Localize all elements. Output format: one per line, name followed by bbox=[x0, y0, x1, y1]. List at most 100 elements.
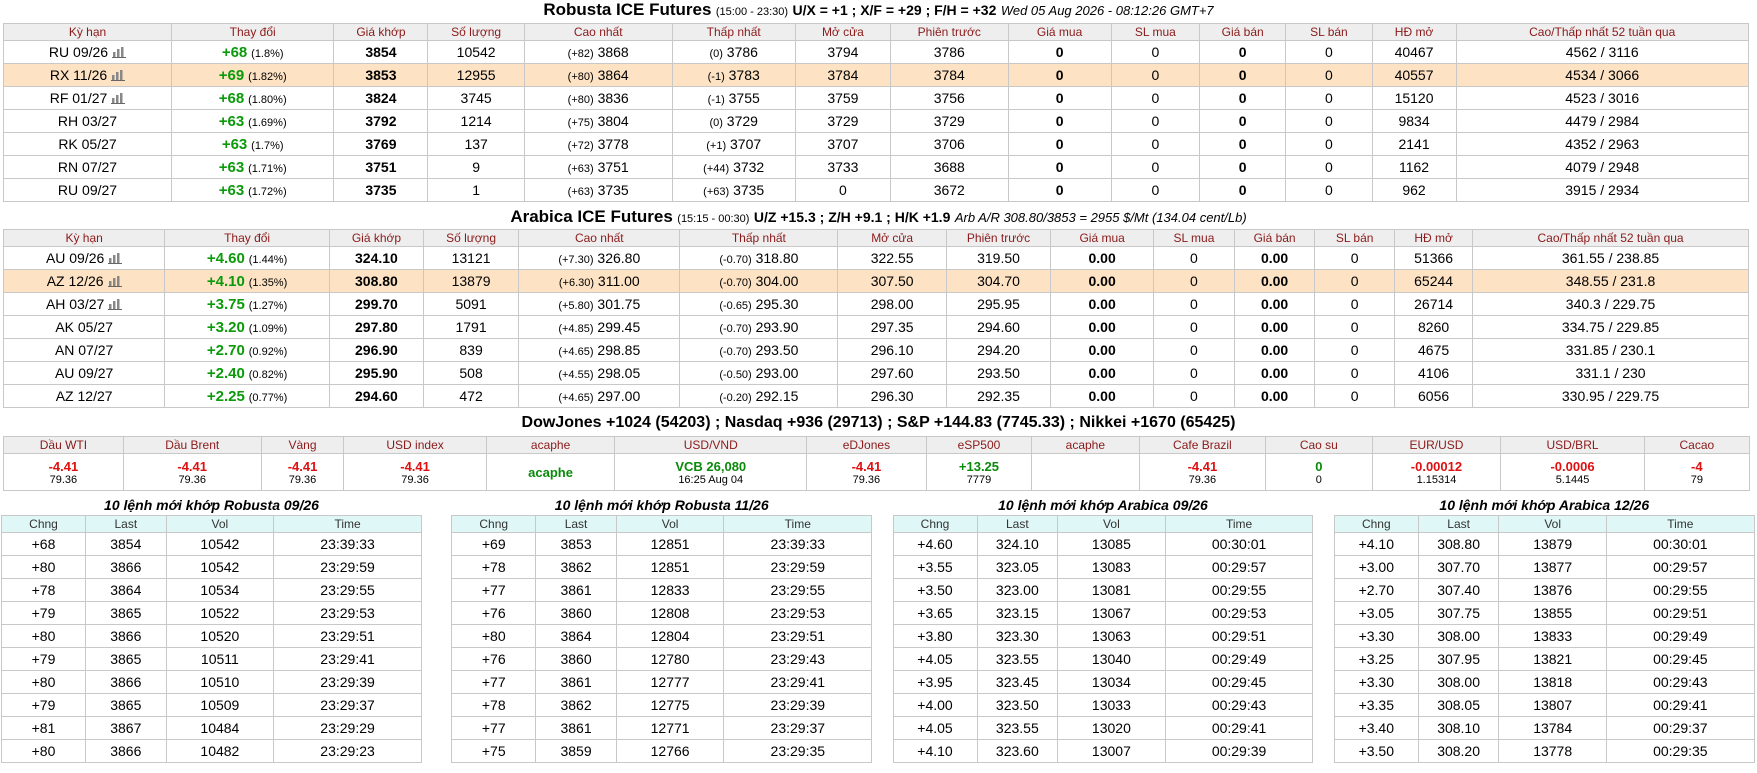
cell: 4479 / 2984 bbox=[1455, 109, 1749, 133]
chart-icon[interactable] bbox=[108, 298, 123, 310]
cell: +80 bbox=[1, 624, 86, 648]
cell: 0.00 bbox=[1233, 361, 1316, 385]
cell: 23:29:41 bbox=[273, 647, 422, 671]
column-header: Last bbox=[85, 515, 167, 533]
cell: +79 bbox=[1, 693, 86, 717]
header-row: Chng Last Vol Time bbox=[892, 515, 1314, 533]
cell-part: (+63) bbox=[567, 186, 594, 198]
trades-table: 10 lệnh mới khớp Robusta 09/26 Chng Last Vo… bbox=[1, 494, 422, 763]
cell: +69 bbox=[451, 532, 537, 556]
cell: 323.45 bbox=[976, 670, 1059, 694]
cell-part: (1.8%) bbox=[251, 47, 284, 60]
title-session: (15:00 - 23:30) bbox=[715, 6, 789, 18]
cell-part: 293.00 bbox=[755, 365, 799, 381]
robusta-title: Robusta ICE Futures (15:00 - 23:30) U/X … bbox=[0, 0, 1757, 20]
cell: 0 bbox=[1285, 109, 1373, 133]
arabica-title: Arabica ICE Futures (15:15 - 00:30) U/Z … bbox=[0, 207, 1757, 227]
cell: 13855 bbox=[1498, 601, 1607, 625]
cell: (+4.65) 298.85 bbox=[518, 338, 681, 362]
cell: 0 bbox=[1314, 292, 1395, 316]
cell-part: +63 bbox=[218, 112, 245, 130]
market-price: 79.36 bbox=[1188, 473, 1217, 486]
column-header: Thay đổi bbox=[170, 23, 335, 41]
cell: 4534 / 3066 bbox=[1455, 63, 1749, 87]
cell: 00:30:01 bbox=[1164, 532, 1314, 556]
cell-part: (1.44%) bbox=[248, 253, 288, 266]
column-header: Số lượng bbox=[427, 23, 525, 41]
cell: 340.3 / 229.75 bbox=[1472, 292, 1749, 316]
header-row: Chng Last Vol Time bbox=[451, 515, 873, 533]
cell: +3.50 bbox=[1333, 739, 1419, 763]
cell: 00:29:57 bbox=[1605, 555, 1755, 579]
column-header: SL mua bbox=[1153, 229, 1235, 247]
contract-row: RF 01/27 +68 (1.80%) 3824 3745 (+80) 3836 (-1… bbox=[3, 86, 1749, 110]
column-header: Thấp nhất bbox=[671, 23, 796, 41]
cell: 3866 bbox=[85, 739, 167, 763]
cell: 296.30 bbox=[837, 384, 947, 408]
cell: 13877 bbox=[1498, 555, 1607, 579]
cell: 3865 bbox=[85, 693, 167, 717]
trade-row: +78 3862 12775 23:29:39 bbox=[451, 693, 873, 717]
chart-icon[interactable] bbox=[107, 275, 122, 287]
cell-part: 318.80 bbox=[755, 250, 799, 266]
market-change: +13.25 bbox=[958, 458, 1000, 474]
trade-row: +2.70 307.40 13876 00:29:55 bbox=[1333, 578, 1755, 602]
cell: 00:29:51 bbox=[1164, 624, 1314, 648]
cell: 00:29:45 bbox=[1605, 647, 1755, 671]
trade-row: +3.40 308.10 13784 00:29:37 bbox=[1333, 716, 1755, 740]
cell: 12780 bbox=[615, 647, 725, 671]
cell: 0 bbox=[1285, 178, 1373, 202]
chart-icon[interactable] bbox=[111, 69, 126, 81]
contract: AN 07/27 bbox=[2, 338, 166, 362]
cell: +63 (1.72%) bbox=[170, 178, 335, 202]
cell: 3866 bbox=[85, 555, 167, 579]
indices: DowJones +1024 (54203) ; Nasdaq +936 (29… bbox=[521, 414, 1236, 431]
cell: 2141 bbox=[1371, 132, 1457, 156]
contract-row: AN 07/27 +2.70 (0.92%) 296.90 839 (+4.65) 29… bbox=[2, 338, 1749, 362]
cell: 294.60 bbox=[945, 315, 1052, 339]
cell: 0 bbox=[1007, 40, 1112, 64]
cell: 3861 bbox=[535, 578, 617, 602]
chart-icon[interactable] bbox=[108, 252, 123, 264]
column-header: Last bbox=[1417, 515, 1500, 533]
cell-part: (+4.65) bbox=[558, 346, 594, 358]
cell: +78 bbox=[451, 693, 537, 717]
trade-row: +78 3864 10534 23:29:55 bbox=[1, 578, 422, 602]
cell-part: 3868 bbox=[597, 44, 629, 60]
cell: 3786 bbox=[889, 40, 1009, 64]
cell: +2.40 (0.82%) bbox=[164, 361, 330, 385]
title-name: Arabica ICE Futures bbox=[510, 207, 673, 226]
cell: 00:29:39 bbox=[1164, 739, 1314, 763]
cell: 299.70 bbox=[328, 292, 424, 316]
trades-title: 10 lệnh mới khớp Arabica 09/26 bbox=[893, 494, 1313, 516]
cell: 15120 bbox=[1371, 86, 1457, 110]
cell: (+63) 3735 bbox=[523, 178, 673, 202]
cell: +80 bbox=[451, 624, 537, 648]
trade-row: +3.65 323.15 13067 00:29:53 bbox=[892, 601, 1314, 625]
column-header: Cao nhất bbox=[518, 229, 681, 247]
cell: 00:29:35 bbox=[1605, 739, 1755, 763]
cell: 13007 bbox=[1057, 739, 1166, 763]
cell: 00:29:55 bbox=[1164, 578, 1314, 602]
cell: 322.55 bbox=[837, 246, 947, 270]
cell: 8260 bbox=[1393, 315, 1474, 339]
title-spreads: U/Z +15.3 ; Z/H +9.1 ; H/K +1.9 bbox=[753, 209, 951, 225]
cell: 0 bbox=[1285, 155, 1373, 179]
cell: 10542 bbox=[427, 40, 525, 64]
cell: 1214 bbox=[427, 109, 525, 133]
cell: 4079 / 2948 bbox=[1455, 155, 1749, 179]
column-header: Mở cửa bbox=[794, 23, 891, 41]
cell-part: (+5.80) bbox=[558, 300, 594, 312]
cell-part: (1.71%) bbox=[248, 162, 287, 175]
trades-title: 10 lệnh mới khớp Robusta 09/26 bbox=[1, 494, 422, 516]
cell: 308.80 bbox=[328, 269, 424, 293]
contract-row: AZ 12/27 +2.25 (0.77%) 294.60 472 (+4.65) 29… bbox=[2, 384, 1749, 408]
cell: 0 bbox=[1285, 63, 1373, 87]
cell-part: (+4.65) bbox=[558, 392, 594, 404]
chart-icon[interactable] bbox=[111, 92, 126, 104]
cell: +77 bbox=[451, 716, 537, 740]
chart-icon[interactable] bbox=[112, 46, 127, 58]
cell-part: (+82) bbox=[567, 48, 594, 60]
cell: 0 bbox=[1153, 292, 1235, 316]
column-header: Phiên trước bbox=[889, 23, 1009, 41]
